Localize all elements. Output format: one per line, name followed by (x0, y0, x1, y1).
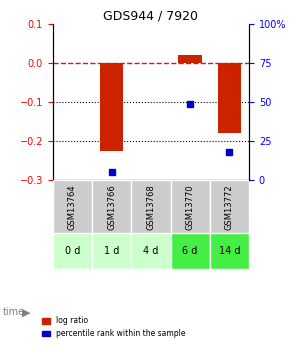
Text: GSM13770: GSM13770 (186, 184, 195, 229)
Legend: log ratio, percentile rank within the sample: log ratio, percentile rank within the sa… (39, 313, 188, 341)
Title: GDS944 / 7920: GDS944 / 7920 (103, 10, 198, 23)
FancyBboxPatch shape (210, 180, 249, 234)
Bar (100, 63, 123, 151)
Text: 0 d: 0 d (65, 246, 80, 256)
Text: GSM13772: GSM13772 (225, 184, 234, 229)
Text: ▶: ▶ (22, 307, 30, 317)
Bar (178, 55, 202, 63)
Text: time: time (3, 307, 25, 317)
Text: GSM13768: GSM13768 (146, 184, 155, 230)
Text: 4 d: 4 d (143, 246, 159, 256)
Text: GSM13764: GSM13764 (68, 184, 77, 229)
Text: 6 d: 6 d (183, 246, 198, 256)
Text: 1 d: 1 d (104, 246, 119, 256)
FancyBboxPatch shape (210, 234, 249, 269)
FancyBboxPatch shape (171, 234, 210, 269)
FancyBboxPatch shape (171, 180, 210, 234)
FancyBboxPatch shape (92, 180, 131, 234)
FancyBboxPatch shape (92, 234, 131, 269)
FancyBboxPatch shape (131, 180, 171, 234)
FancyBboxPatch shape (131, 234, 171, 269)
Text: GSM13766: GSM13766 (107, 184, 116, 230)
FancyBboxPatch shape (53, 234, 92, 269)
Bar (218, 63, 241, 133)
Text: 14 d: 14 d (219, 246, 240, 256)
FancyBboxPatch shape (53, 180, 92, 234)
